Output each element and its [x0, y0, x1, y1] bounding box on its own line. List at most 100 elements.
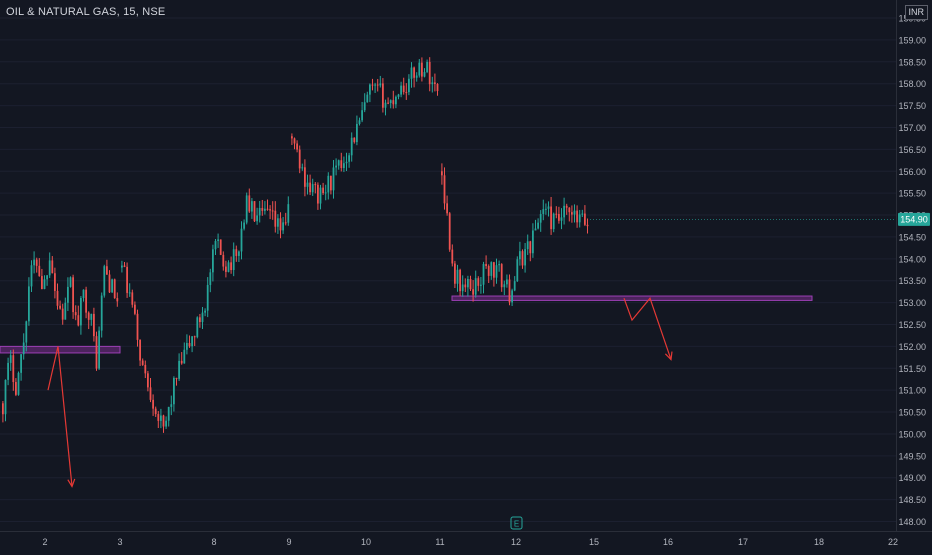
- candle-body: [214, 241, 217, 250]
- candle-body: [147, 373, 149, 388]
- candle-body: [542, 209, 545, 215]
- time-tick-label: 3: [117, 537, 122, 547]
- candle-body: [519, 251, 521, 260]
- candle-body: [209, 272, 212, 285]
- candle-body: [144, 364, 147, 374]
- support-zone[interactable]: [0, 345, 121, 354]
- candle-body: [162, 415, 165, 427]
- price-tick-label: 154.00: [898, 254, 926, 264]
- candle-body: [500, 264, 503, 288]
- support-zone[interactable]: [451, 295, 813, 301]
- time-tick-label: 22: [888, 537, 898, 547]
- candle-body: [56, 290, 59, 306]
- candle-body: [90, 313, 93, 320]
- candle-body: [95, 336, 98, 369]
- candle-body: [560, 217, 563, 221]
- candle-body: [578, 214, 581, 223]
- candle-body: [493, 262, 495, 278]
- candle-body: [41, 276, 43, 289]
- candle-body: [350, 137, 353, 156]
- candle-body: [282, 222, 284, 231]
- candle-body: [534, 228, 537, 231]
- candle-body: [459, 269, 461, 292]
- price-tick-label: 148.00: [898, 517, 926, 527]
- candle-body: [9, 355, 12, 363]
- candle-body: [571, 212, 573, 215]
- candle-body: [584, 213, 586, 225]
- last-price-tag: 154.90: [590, 212, 930, 226]
- candle-body: [376, 84, 379, 86]
- candle-body: [87, 312, 90, 320]
- candle-body: [201, 312, 204, 323]
- candle-body: [431, 82, 434, 85]
- time-tick-label: 17: [738, 537, 748, 547]
- candle-body: [4, 379, 7, 415]
- candle-body: [384, 102, 387, 108]
- arrow-head: [67, 478, 76, 488]
- candle-body: [400, 85, 402, 95]
- candle-body: [563, 205, 565, 218]
- earnings-icon[interactable]: [510, 516, 523, 530]
- candle-body: [558, 214, 560, 221]
- candle-body: [35, 259, 38, 266]
- earnings-marker[interactable]: E: [510, 516, 523, 530]
- candle-body: [72, 277, 74, 313]
- price-tick-label: 148.50: [898, 495, 926, 505]
- earnings-label: E: [514, 520, 519, 529]
- price-tick-label: 151.50: [898, 364, 926, 374]
- price-tick-label: 158.50: [898, 57, 926, 67]
- candle-body: [467, 279, 469, 288]
- candle-body: [121, 265, 123, 268]
- candle-body: [232, 249, 235, 271]
- trend-arrow[interactable]: [47, 346, 73, 487]
- candle-body: [472, 289, 474, 295]
- candle-body: [529, 241, 532, 254]
- candle-body: [253, 201, 256, 222]
- candle-body: [170, 404, 173, 407]
- candle-body: [204, 310, 206, 313]
- zone-layer: [0, 295, 813, 354]
- candle-body: [482, 264, 485, 285]
- candle-body: [397, 94, 400, 97]
- candle-body: [271, 210, 274, 212]
- chart-title: OIL & NATURAL GAS, 15, NSE: [6, 6, 166, 18]
- candle-body: [508, 279, 511, 303]
- candle-body: [274, 210, 277, 227]
- candle-body: [296, 143, 298, 150]
- candle-body: [304, 167, 306, 187]
- candle-body: [212, 249, 214, 273]
- candle-body: [576, 210, 578, 223]
- candle-body: [495, 265, 498, 278]
- candle-body: [266, 208, 269, 210]
- candle-body: [526, 241, 529, 250]
- trend-arrow[interactable]: [623, 297, 672, 360]
- candle-body: [80, 298, 82, 326]
- candle-body: [405, 92, 408, 94]
- candle-body: [345, 161, 348, 164]
- candle-body: [279, 218, 282, 231]
- candle-body: [477, 278, 480, 286]
- candle-body: [402, 85, 405, 93]
- candle-body: [293, 138, 296, 144]
- candle-body: [369, 84, 371, 95]
- candle-body: [64, 302, 67, 320]
- candle-body: [340, 160, 343, 169]
- candle-body: [175, 377, 178, 379]
- candle-body: [111, 279, 113, 293]
- candle-body: [136, 313, 139, 340]
- candle-body: [227, 262, 230, 272]
- candle-body: [363, 102, 366, 111]
- candle-body: [555, 213, 558, 215]
- candle-body: [343, 163, 345, 169]
- candle-body: [251, 201, 253, 212]
- currency-badge[interactable]: INR: [904, 5, 928, 20]
- time-tick-label: 18: [814, 537, 824, 547]
- candle-body: [415, 75, 418, 78]
- candle-body: [100, 295, 103, 331]
- price-tick-label: 157.50: [898, 101, 926, 111]
- candle-body: [456, 269, 459, 284]
- candle-body: [248, 195, 251, 212]
- candle-body: [327, 175, 330, 193]
